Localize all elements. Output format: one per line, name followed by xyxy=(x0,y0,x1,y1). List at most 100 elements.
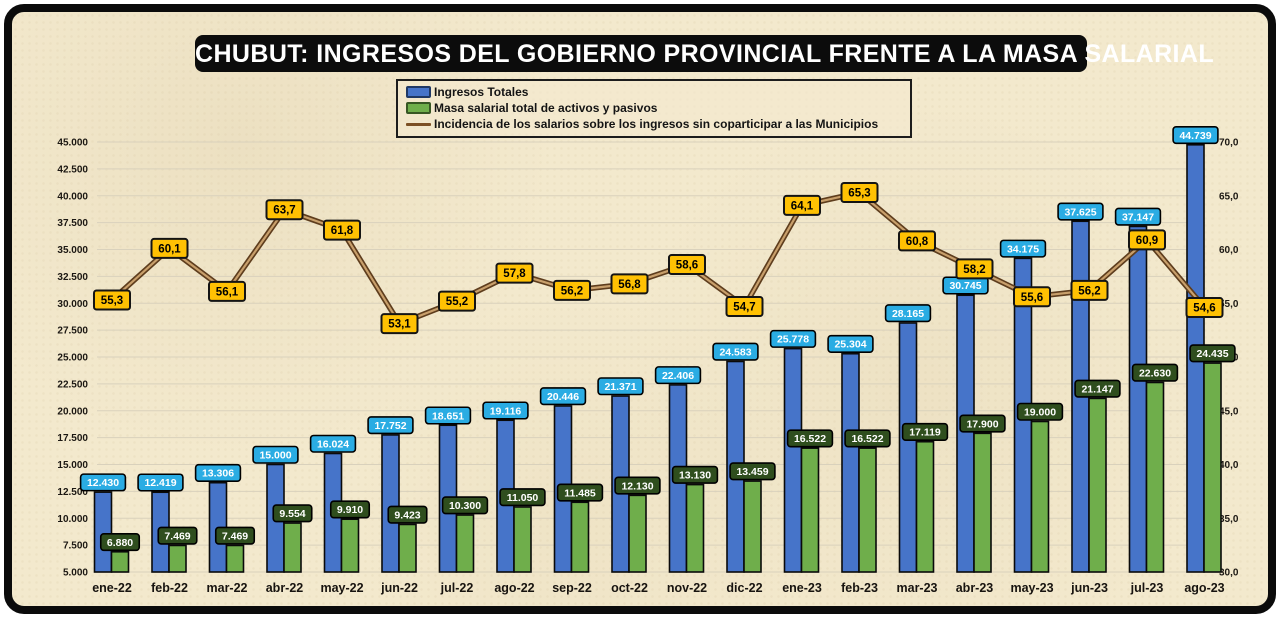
left-axis-tick-label: 17.500 xyxy=(57,433,88,444)
masa-salarial-bar xyxy=(743,480,762,573)
ingresos-value-label-box xyxy=(137,473,184,492)
legend-label-masa-salarial: Masa salarial total de activos y pasivos xyxy=(434,101,658,115)
masa-salarial-value-label-box xyxy=(441,496,489,515)
incidencia-value-label-box xyxy=(1070,279,1109,301)
masa-salarial-bar xyxy=(628,494,647,573)
incidencia-value-label: 56,2 xyxy=(1078,285,1100,297)
masa-salarial-value-label: 7.469 xyxy=(164,530,190,542)
incidencia-value-label-box xyxy=(783,194,821,216)
masa-salarial-value-label-box xyxy=(729,462,776,481)
ingresos-value-label: 12.419 xyxy=(144,477,176,489)
ingresos-value-label-box xyxy=(654,366,702,385)
ingresos-bar xyxy=(783,347,803,573)
masa-salarial-value-label: 17.900 xyxy=(966,418,998,430)
masa-salarial-value-label-box xyxy=(671,465,719,484)
right-axis-tick-label: 65,0 xyxy=(1219,191,1239,202)
right-axis-tick-label: 60,0 xyxy=(1219,245,1239,256)
ingresos-value-label-box xyxy=(999,239,1047,258)
ingresos-value-label: 37.147 xyxy=(1122,211,1154,223)
plot-area: 5.000 7.500 10.000 12.500 15.000 17.500 20.000… xyxy=(57,126,1239,595)
masa-salarial-value-label-box xyxy=(272,504,313,523)
ingresos-value-label-box xyxy=(769,329,817,348)
chart-frame: CHUBUT: INGRESOS DEL GOBIERNO PROVINCIAL… xyxy=(4,4,1276,614)
incidencia-value-label-box xyxy=(725,295,764,317)
ingresos-bar xyxy=(381,434,400,573)
ingresos-bar xyxy=(841,352,860,573)
ingresos-value-label: 16.024 xyxy=(317,438,349,450)
incidencia-value-label-box xyxy=(150,237,189,259)
incidencia-value-label-box xyxy=(840,182,879,204)
incidencia-value-label: 64,1 xyxy=(791,200,814,212)
month-label: abr-22 xyxy=(266,581,304,595)
masa-salarial-value-label: 10.300 xyxy=(449,500,481,512)
masa-salarial-value-label-box xyxy=(1131,363,1179,382)
incidencia-value-label: 58,2 xyxy=(963,264,985,276)
incidencia-value-label-box xyxy=(93,289,131,311)
month-label: feb-22 xyxy=(151,581,188,595)
masa-salarial-value-label-box xyxy=(1189,344,1236,363)
masa-salarial-value-label-box xyxy=(844,429,891,448)
masa-salarial-bar xyxy=(1030,420,1050,573)
masa-salarial-value-label-box xyxy=(614,476,661,495)
month-label: ene-23 xyxy=(782,581,822,595)
masa-salarial-value-label: 24.435 xyxy=(1196,348,1228,360)
masa-salarial-bar xyxy=(685,483,705,573)
masa-salarial-value-label: 9.910 xyxy=(337,504,363,516)
masa-salarial-value-label: 12.130 xyxy=(621,480,653,492)
legend-label-incidencia: Incidencia de los salarios sobre los ing… xyxy=(434,117,879,131)
masa-salarial-bar xyxy=(225,544,245,573)
masa-salarial-value-label: 9.423 xyxy=(394,509,420,521)
incidencia-value-label-box xyxy=(1013,286,1051,308)
masa-salarial-swatch-icon xyxy=(406,102,431,114)
ingresos-value-label: 25.778 xyxy=(777,334,809,346)
left-axis-tick-label: 15.000 xyxy=(57,460,88,471)
masa-salarial-value-label: 11.485 xyxy=(564,487,596,499)
ingresos-bar xyxy=(898,322,918,573)
ingresos-value-label-box xyxy=(482,401,529,420)
incidencia-value-label: 56,1 xyxy=(216,286,239,298)
legend-item-masa-salarial: Masa salarial total de activos y pasivos xyxy=(406,100,902,116)
month-label: dic-22 xyxy=(726,581,762,595)
masa-salarial-bar xyxy=(800,447,820,573)
masa-salarial-value-label: 11.050 xyxy=(507,492,539,504)
incidencia-value-label-box xyxy=(208,280,246,302)
masa-salarial-value-label: 19.000 xyxy=(1024,407,1056,419)
month-label: jun-23 xyxy=(1070,581,1108,595)
incidencia-value-label-box xyxy=(495,262,534,284)
chart-title: CHUBUT: INGRESOS DEL GOBIERNO PROVINCIAL… xyxy=(195,35,1214,72)
month-label: jul-23 xyxy=(1130,581,1164,595)
right-axis-tick-label: 55,0 xyxy=(1219,299,1239,310)
ingresos-value-label: 25.304 xyxy=(834,339,866,351)
incidencia-value-label: 57,8 xyxy=(503,268,526,280)
legend-item-ingresos: Ingresos Totales xyxy=(406,84,902,100)
masa-salarial-bar xyxy=(1145,381,1165,573)
incidencia-value-label: 54,7 xyxy=(733,301,755,313)
masa-salarial-bar xyxy=(858,447,877,573)
masa-salarial-bar xyxy=(283,522,302,573)
right-axis-tick-label: 70,0 xyxy=(1219,138,1239,149)
ingresos-bar xyxy=(93,491,113,573)
masa-salarial-value-label-box xyxy=(1016,402,1064,421)
ingresos-value-label-box xyxy=(597,377,644,396)
month-label: ene-22 xyxy=(92,581,132,595)
incidencia-value-label-box xyxy=(380,313,419,335)
masa-salarial-bar xyxy=(110,550,130,573)
incidencia-value-label: 55,3 xyxy=(101,295,123,307)
month-label: ago-23 xyxy=(1184,581,1224,595)
incidencia-value-label: 60,9 xyxy=(1136,235,1158,247)
ingresos-value-label: 34.175 xyxy=(1007,243,1039,255)
ingresos-value-label-box xyxy=(827,334,874,354)
ingresos-value-label: 21.371 xyxy=(604,381,636,393)
left-axis-tick-label: 45.000 xyxy=(57,138,88,149)
month-label: mar-22 xyxy=(207,581,248,595)
masa-salarial-bar xyxy=(398,523,417,573)
ingresos-swatch-icon xyxy=(406,86,431,98)
ingresos-value-label-box xyxy=(194,463,242,483)
ingresos-value-label: 28.165 xyxy=(892,308,924,320)
incidencia-value-label-box xyxy=(610,273,649,295)
incidencia-value-label: 60,1 xyxy=(158,243,181,255)
left-axis-tick-label: 22.500 xyxy=(57,379,88,390)
ingresos-value-label-box xyxy=(1114,207,1162,226)
masa-salarial-value-label-box xyxy=(1074,379,1121,398)
